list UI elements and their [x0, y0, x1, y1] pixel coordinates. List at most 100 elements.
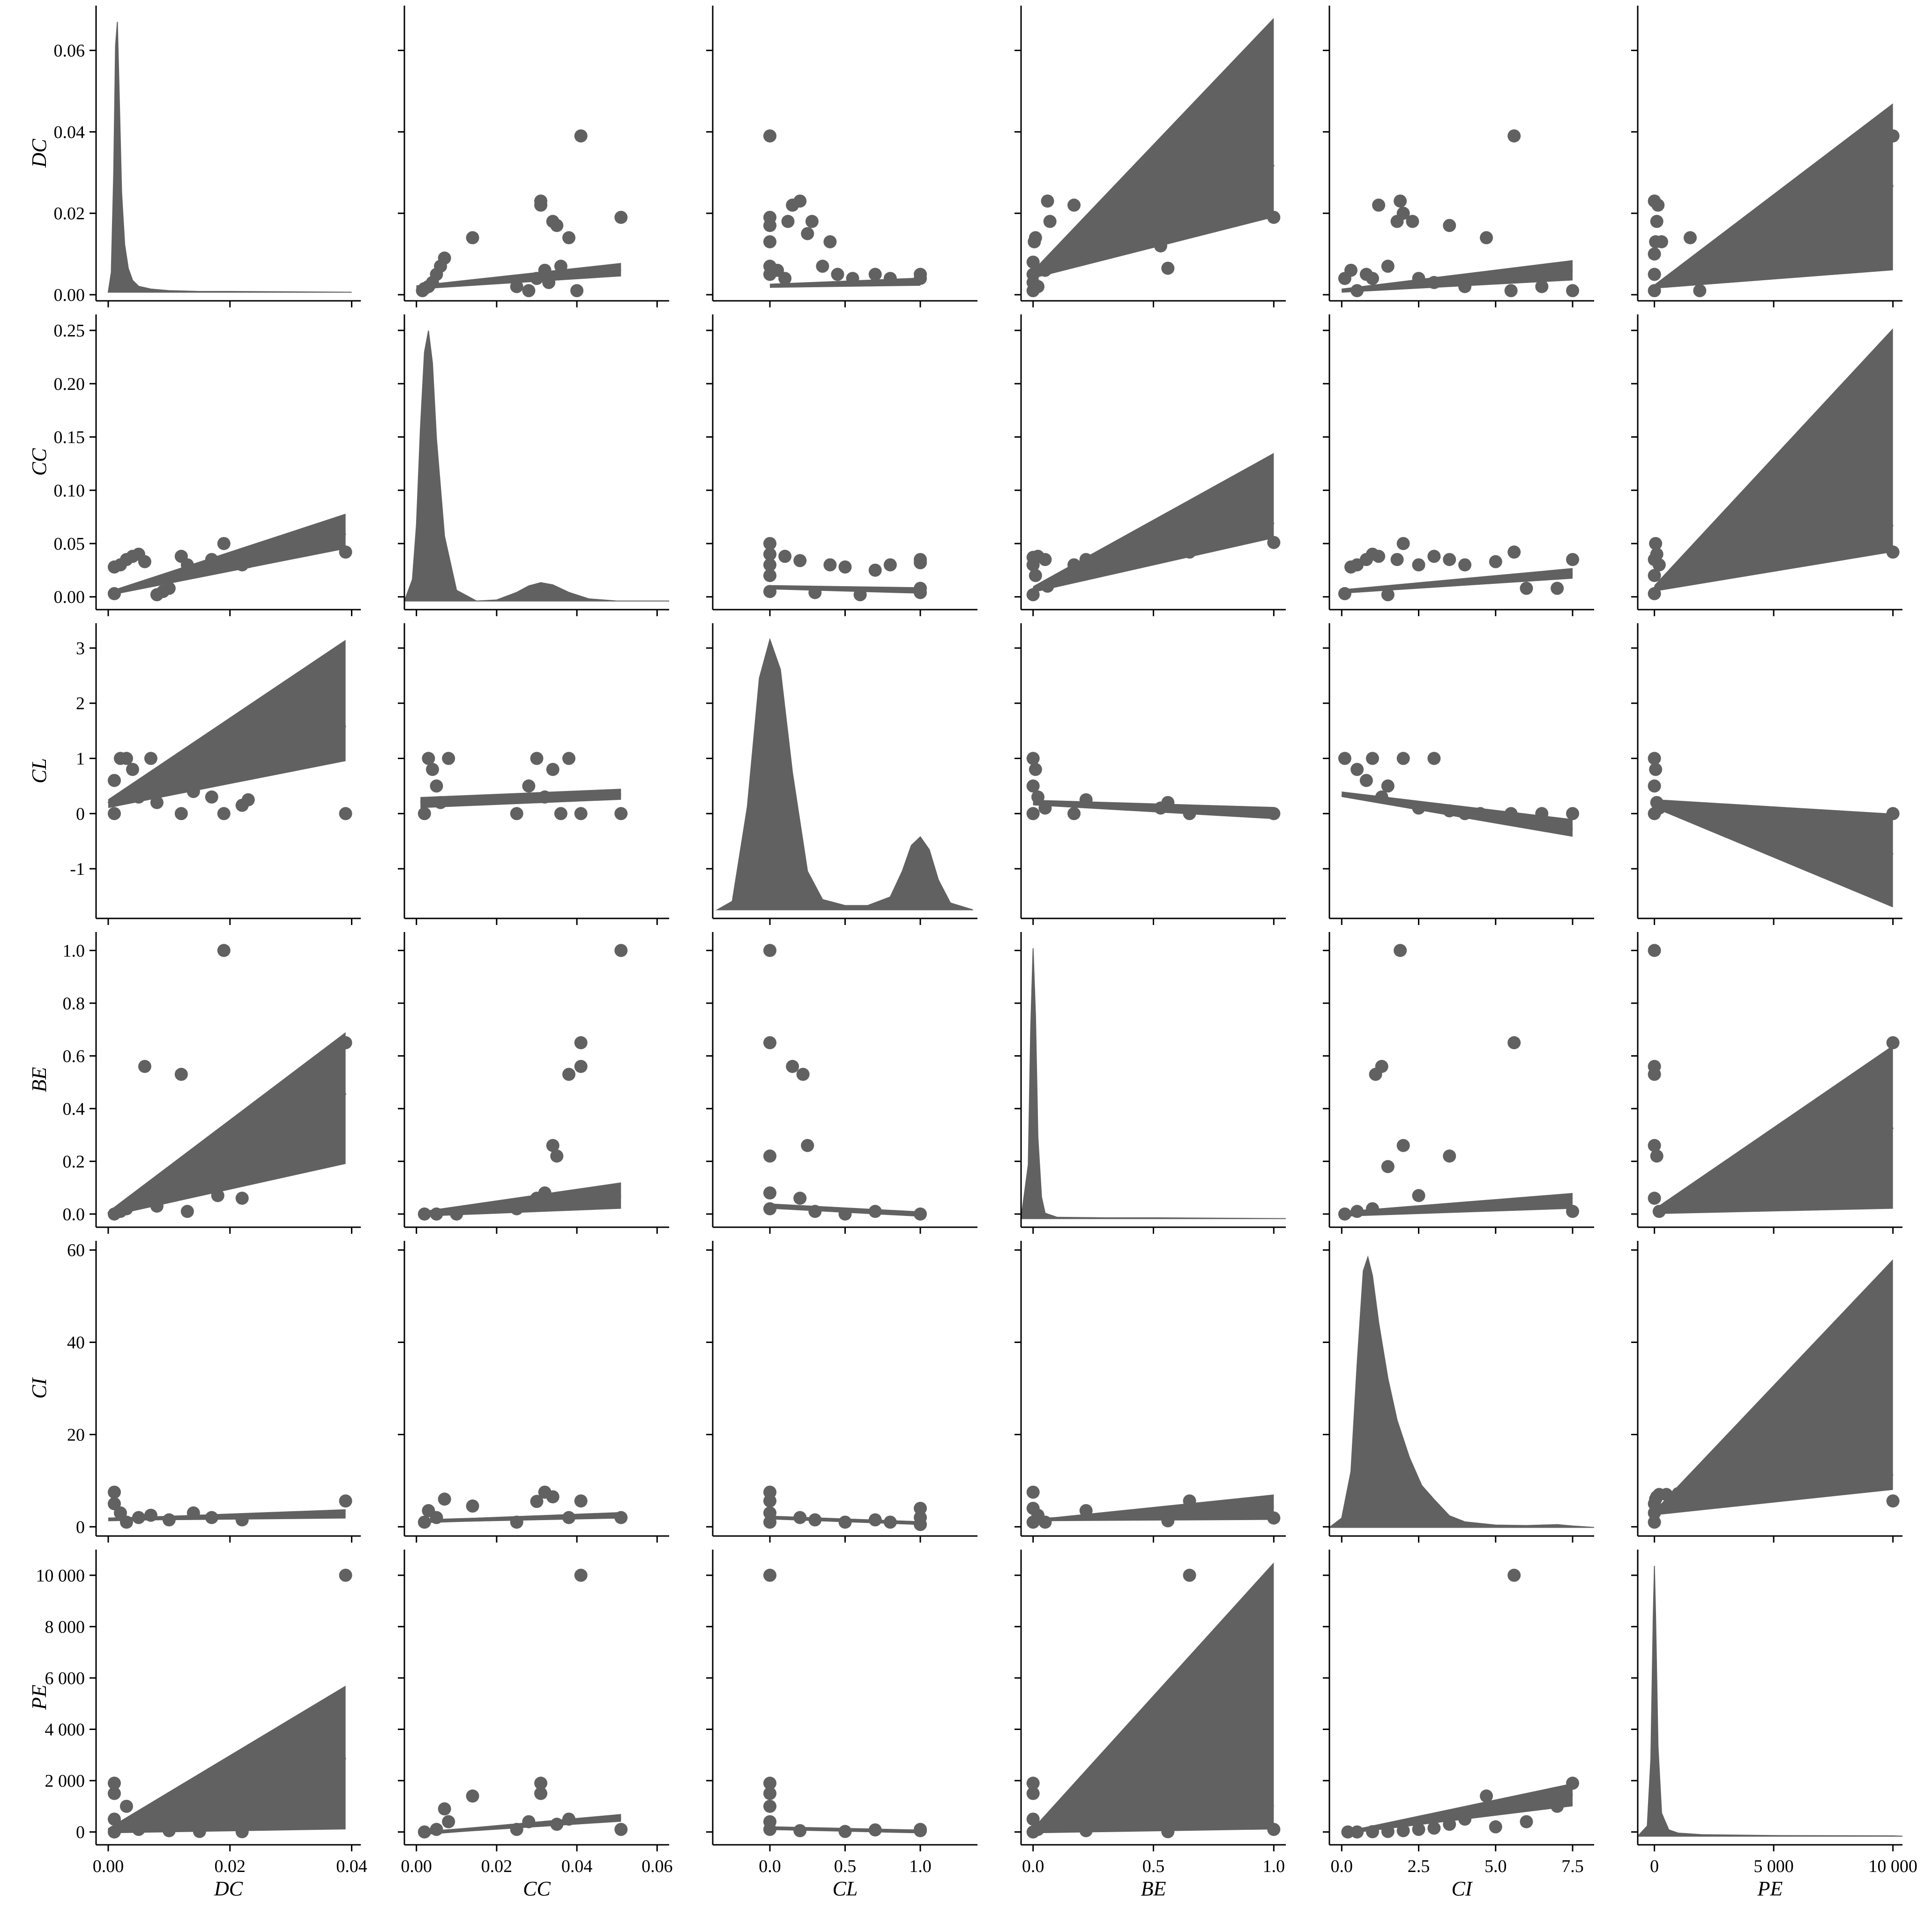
point-CC-PE-4 [1650, 547, 1663, 561]
point-CC-PE-8 [1886, 545, 1900, 559]
x-tick-label: 0.02 [214, 1857, 246, 1876]
panel-CL-vs-CI [1323, 623, 1594, 925]
point-DC-CL-11 [801, 227, 814, 240]
y-tick-label: 0.15 [54, 428, 85, 447]
point-PE-CL-10 [914, 1823, 927, 1836]
point-CC-CL-3 [763, 569, 776, 582]
y-tick-label: 3 [76, 639, 85, 658]
point-CI-DC-10 [339, 1494, 352, 1508]
point-CC-CL-0 [763, 537, 776, 550]
point-BE-CI-10 [1507, 1036, 1521, 1050]
point-CC-CL-6 [793, 554, 807, 567]
y-tick-label: 1 [76, 749, 85, 769]
point-BE-CL-7 [796, 1067, 810, 1081]
y-tick-label: 0 [76, 1517, 85, 1537]
panel-BE-vs-CC [398, 932, 669, 1234]
fit-line-CC-CI [1341, 571, 1573, 594]
point-BE-DC-10 [205, 1139, 218, 1152]
point-BE-PE-3 [1648, 1139, 1661, 1152]
point-DC-CL-14 [823, 235, 837, 248]
panel-CC-vs-CL [706, 314, 977, 616]
y-tick-label: 4 000 [45, 1720, 85, 1739]
panel-DC-vs-PE [1631, 6, 1902, 307]
point-PE-BE-2 [1026, 1812, 1040, 1826]
point-CC-CI-8 [1396, 537, 1410, 550]
point-BE-CL-1 [763, 1036, 776, 1050]
point-BE-CI-11 [1566, 1205, 1580, 1218]
ci-band-CC-BE [1033, 453, 1274, 593]
x-tick-label: 0.00 [401, 1857, 432, 1876]
x-tick-label: 0.04 [336, 1857, 367, 1876]
point-DC-CC-6 [438, 251, 451, 265]
y-tick-label: 40 [67, 1333, 85, 1353]
point-DC-BE-14 [1267, 210, 1281, 224]
point-BE-CL-0 [763, 944, 776, 957]
point-BE-PE-4 [1648, 1192, 1661, 1205]
point-CC-CL-12 [883, 558, 897, 572]
y-axis-title-CL: CL [28, 758, 51, 783]
point-CL-CC-0 [418, 807, 431, 820]
x-tick-label: 0.0 [1022, 1857, 1044, 1876]
panel-DC-vs-CC [398, 6, 669, 307]
point-DC-CI-19 [1566, 284, 1580, 298]
point-BE-CI-7 [1396, 1139, 1410, 1152]
point-PE-BE-0 [1026, 1776, 1040, 1790]
point-CC-CI-14 [1507, 545, 1521, 559]
point-CI-BE-6 [1161, 1514, 1175, 1528]
point-BE-CC-11 [614, 944, 628, 957]
point-DC-CI-13 [1443, 219, 1456, 232]
point-DC-CL-2 [763, 219, 776, 232]
point-CI-PE-6 [1660, 1488, 1673, 1501]
point-CC-CL-2 [763, 558, 776, 572]
point-PE-CI-3 [1381, 1825, 1395, 1838]
point-BE-CC-10 [574, 1036, 588, 1050]
fit-line-BE-CC [420, 1193, 621, 1216]
x-tick-label: 0.5 [834, 1857, 857, 1876]
point-CI-BE-8 [1267, 1511, 1281, 1525]
point-CI-CC-3 [438, 1492, 451, 1506]
x-tick-label: 0.02 [481, 1857, 513, 1876]
ci-band-CI-PE [1654, 1259, 1893, 1515]
point-CC-PE-3 [1649, 537, 1663, 550]
point-CI-PE-9 [1886, 1494, 1900, 1508]
point-CL-CC-6 [510, 807, 523, 820]
y-tick-label: 0.04 [54, 122, 85, 142]
point-CL-CC-2 [425, 763, 439, 776]
point-CI-BE-5 [1079, 1504, 1093, 1517]
y-tick-label: 0.00 [54, 588, 85, 607]
fit-line-CC-BE [1032, 520, 1275, 591]
point-BE-CC-8 [562, 1067, 575, 1081]
point-CL-CC-7 [522, 779, 536, 793]
point-DC-CL-12 [805, 215, 819, 228]
point-DC-CC-12 [534, 198, 548, 212]
point-CL-DC-7 [144, 752, 157, 765]
fit-line-PE-CI [1341, 1791, 1573, 1835]
point-CI-BE-7 [1183, 1494, 1196, 1508]
point-CC-DC-11 [180, 558, 194, 572]
point-CC-CL-16 [914, 582, 927, 595]
point-DC-PE-0 [1648, 284, 1661, 298]
point-CC-CI-11 [1443, 553, 1456, 567]
point-BE-PE-7 [1886, 1036, 1900, 1050]
point-CC-DC-9 [162, 582, 176, 595]
point-PE-CI-14 [1566, 1776, 1580, 1790]
point-DC-BE-8 [1041, 194, 1054, 208]
point-CC-PE-7 [1693, 558, 1707, 572]
point-DC-CI-14 [1458, 280, 1472, 293]
panel-PE-vs-CC: 0.00 0.02 0.04 0.06 CC [398, 1550, 673, 1900]
fit-line-PE-DC [107, 1755, 346, 1833]
point-CL-CI-12 [1504, 807, 1518, 820]
fit-line-CC-PE [1654, 522, 1894, 590]
y-tick-label: 10 000 [36, 1566, 85, 1586]
point-CL-DC-12 [205, 790, 218, 804]
point-CL-BE-1 [1026, 779, 1040, 793]
point-CL-CI-3 [1365, 752, 1379, 765]
x-tick-label: 0.06 [642, 1857, 673, 1876]
point-CC-CI-17 [1566, 553, 1580, 567]
point-DC-BE-6 [1031, 280, 1044, 293]
point-CL-BE-4 [1031, 790, 1044, 804]
point-BE-PE-5 [1650, 1149, 1663, 1163]
ci-band-PE-BE [1033, 1562, 1274, 1834]
point-PE-BE-8 [1267, 1823, 1281, 1836]
point-CC-CI-15 [1520, 582, 1533, 595]
